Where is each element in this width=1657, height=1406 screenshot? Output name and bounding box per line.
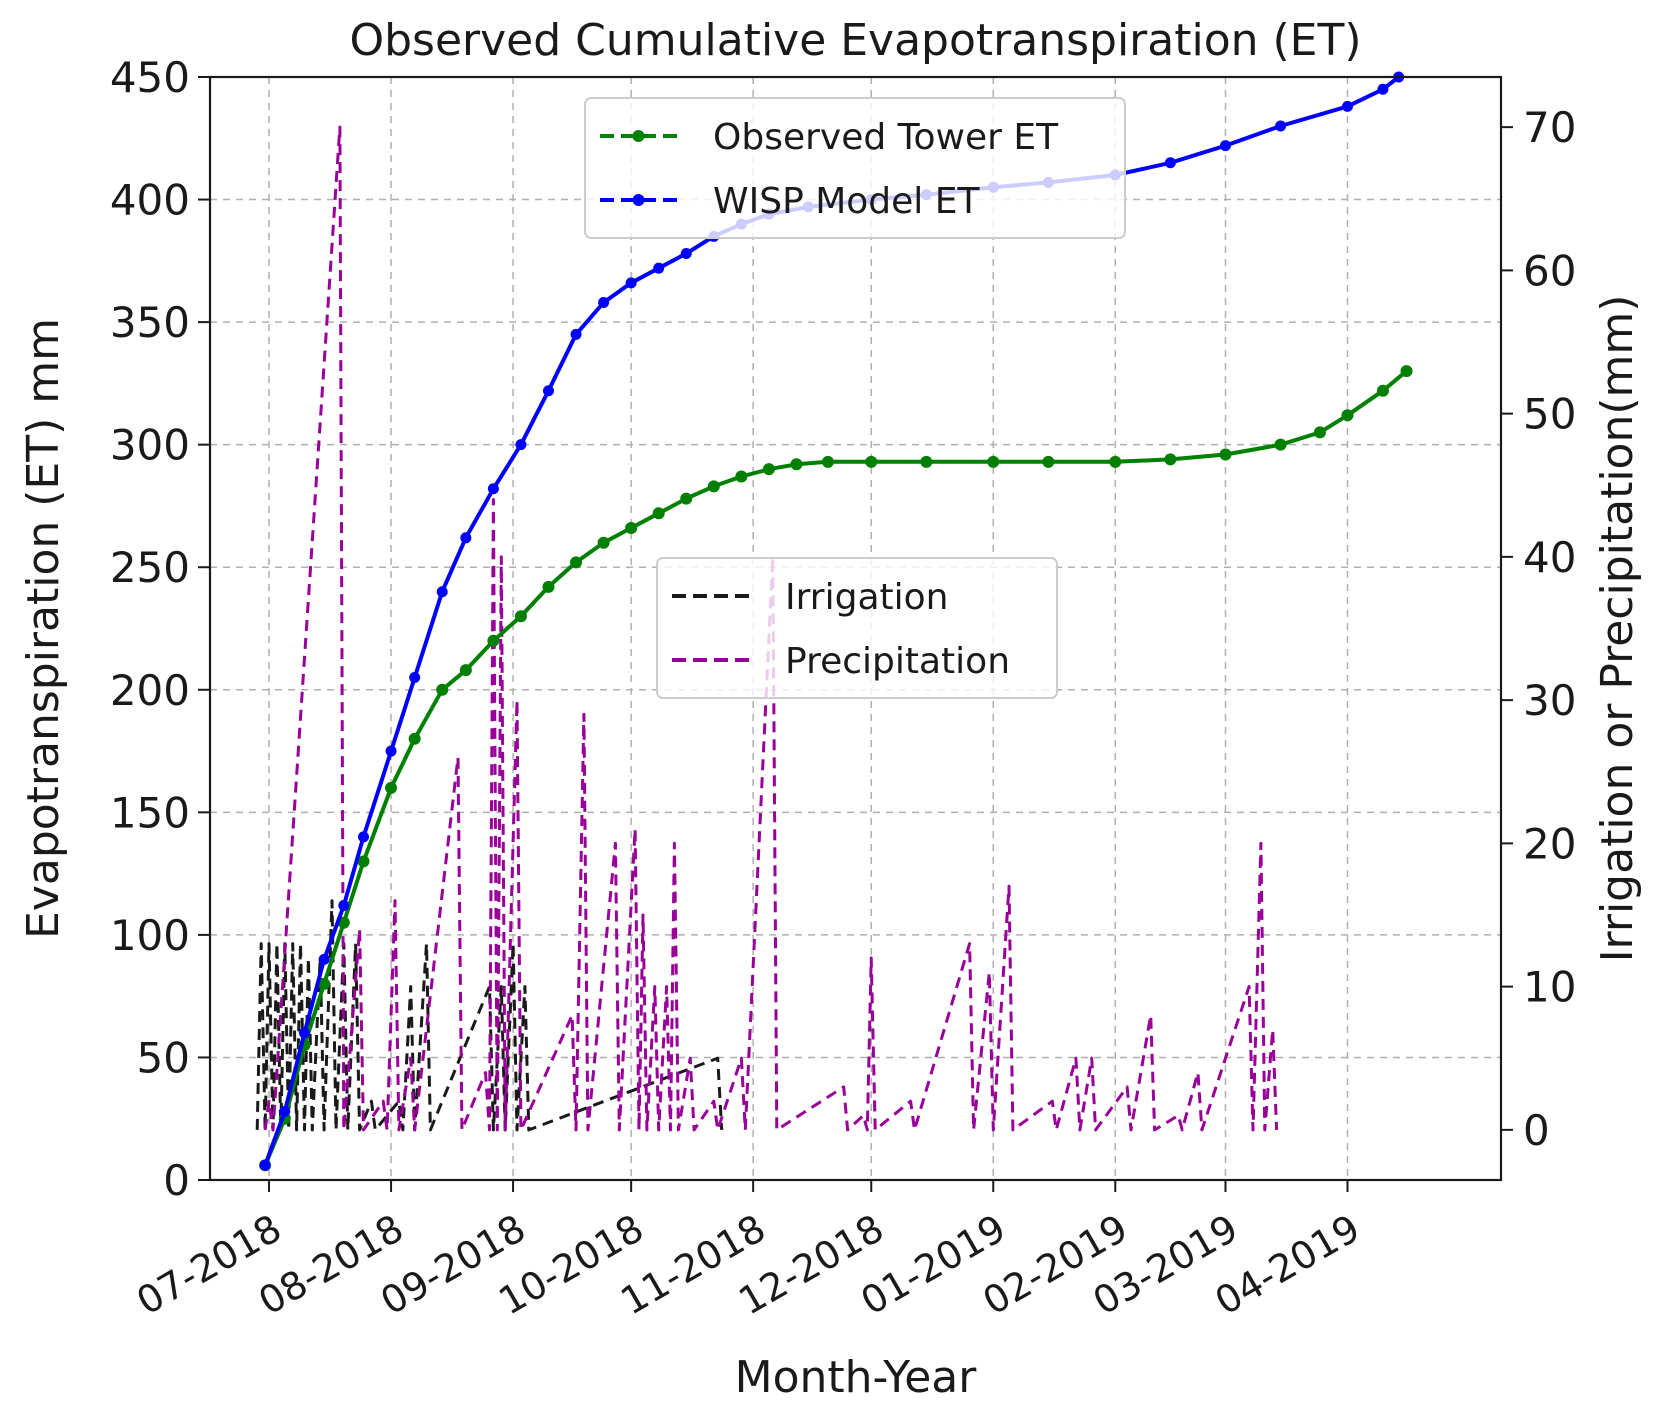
point-observed-tower-et [735,470,748,483]
y2-axis-title: Irrigation or Precipitation(mm) [1592,295,1643,963]
point-observed-tower-et [459,664,472,677]
point-observed-tower-et [790,458,803,471]
y2-tick-label: 70 [1523,103,1576,152]
point-wisp-model-et [358,831,370,843]
legend-box [584,97,1126,239]
point-wisp-model-et [318,953,330,965]
y-tick-label: 450 [110,53,190,102]
point-observed-tower-et [1313,426,1326,439]
point-observed-tower-et [542,580,555,593]
point-wisp-model-et [598,297,610,309]
y2-tick-label: 20 [1523,819,1576,868]
chart-title: Observed Cumulative Evapotranspiration (… [349,15,1361,66]
point-observed-tower-et [652,507,665,520]
point-observed-tower-et [865,455,878,468]
y2-tick-label: 10 [1523,963,1576,1012]
point-observed-tower-et [680,492,693,505]
point-observed-tower-et [707,480,720,493]
series-line-irrigation [255,899,724,1132]
legend-label: WISP Model ET [713,181,980,222]
y-tick-label: 150 [110,788,190,837]
x-axis-title: Month-Year [735,1352,978,1403]
point-observed-tower-et [821,455,834,468]
point-wisp-model-et [259,1159,271,1171]
point-observed-tower-et [570,556,583,569]
point-wisp-model-et [338,899,350,911]
y-tick-label: 300 [110,421,190,470]
y2-tick-label: 0 [1523,1106,1550,1155]
point-observed-tower-et [1164,453,1177,466]
y-tick-label: 100 [110,911,190,960]
legend-marker [632,130,645,142]
point-observed-tower-et [1109,455,1122,468]
point-wisp-model-et [570,328,582,340]
y2-tick-label: 40 [1523,533,1576,582]
point-observed-tower-et [762,463,775,476]
point-observed-tower-et [436,683,449,696]
point-wisp-model-et [487,483,499,495]
y-tick-label: 50 [137,1033,190,1082]
y2-tick-label: 50 [1523,390,1576,439]
y-tick-label: 400 [110,176,190,225]
point-observed-tower-et [1042,455,1055,468]
point-observed-tower-et [1219,448,1232,461]
point-wisp-model-et [279,1105,291,1117]
point-wisp-model-et [1341,100,1353,112]
point-observed-tower-et [487,634,500,647]
point-wisp-model-et [409,672,421,684]
legend-layer: Observed Tower ET WISP Model ET Irrigation… [584,97,1126,699]
point-observed-tower-et [1400,365,1413,378]
point-wisp-model-et [460,532,472,544]
legend-label: Observed Tower ET [713,117,1059,158]
point-wisp-model-et [515,439,527,451]
point-observed-tower-et [625,522,638,535]
point-observed-tower-et [1376,384,1389,397]
point-observed-tower-et [1274,438,1287,451]
point-observed-tower-et [987,455,1000,468]
y-tick-label: 0 [163,1156,190,1205]
point-observed-tower-et [385,781,398,794]
point-observed-tower-et [514,610,527,623]
point-wisp-model-et [1164,157,1176,169]
point-observed-tower-et [357,855,370,868]
point-wisp-model-et [680,247,692,259]
legend-label: Precipitation [785,641,1010,682]
series-line-observed-tower-et [263,369,1408,1167]
point-observed-tower-et [337,916,350,929]
series-line-precipitation [263,125,1279,1132]
y2-tick-label: 60 [1523,246,1576,295]
point-wisp-model-et [653,262,665,274]
point-wisp-model-et [436,586,448,598]
point-wisp-model-et [1275,120,1287,132]
series-layer [255,71,1413,1172]
point-wisp-model-et [1219,140,1231,152]
y-tick-label: 250 [110,543,190,592]
y2-tick-label: 30 [1523,676,1576,725]
point-wisp-model-et [1377,83,1389,95]
point-observed-tower-et [318,977,331,990]
point-observed-tower-et [920,455,933,468]
point-observed-tower-et [408,732,421,745]
point-observed-tower-et [1341,409,1354,422]
point-wisp-model-et [385,745,397,757]
y-tick-label: 350 [110,298,190,347]
legend-marker [632,194,645,206]
y-tick-label: 200 [110,666,190,715]
point-wisp-model-et [625,277,637,289]
legend-box [656,557,1058,699]
point-wisp-model-et [298,1027,310,1039]
y-axis-title: Evapotranspiration (ET) mm [18,318,69,939]
point-wisp-model-et [542,385,554,397]
plot-frame [208,75,1503,1182]
legend-label: Irrigation [785,577,948,618]
point-observed-tower-et [597,536,610,549]
